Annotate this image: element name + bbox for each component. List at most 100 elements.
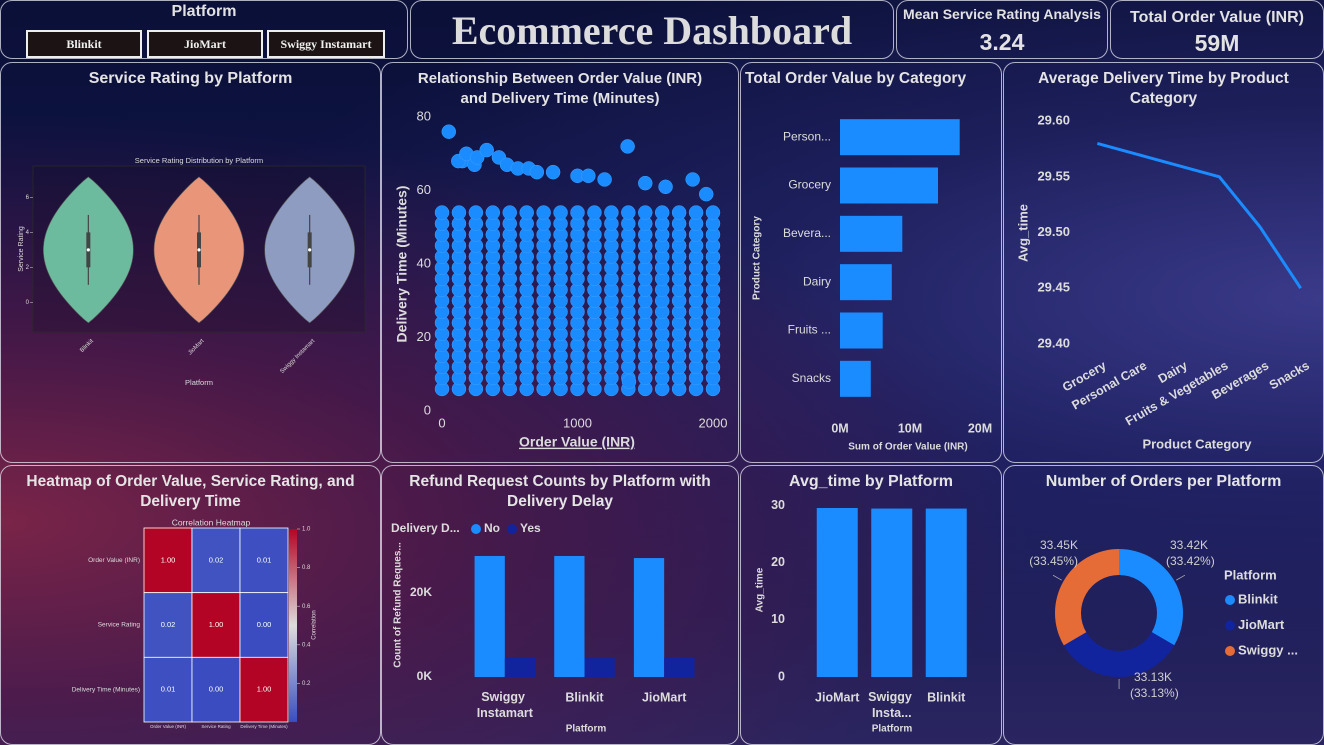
colorbar-tick-label: 0.8 bbox=[302, 565, 311, 571]
title-panel: Ecommerce Dashboard bbox=[410, 0, 894, 59]
line bbox=[1096, 141, 1302, 290]
heatmap-cell bbox=[239, 592, 289, 658]
point bbox=[621, 374, 637, 389]
colorbar bbox=[289, 529, 297, 722]
bar bbox=[664, 657, 695, 677]
point bbox=[553, 205, 568, 220]
data-label: (33.42%) bbox=[1166, 554, 1215, 568]
bar bbox=[871, 508, 913, 677]
chart-panel: Average Delivery Time by Product Categor… bbox=[1003, 62, 1324, 463]
x-tick-label: JioMart bbox=[815, 690, 860, 704]
point bbox=[451, 205, 467, 220]
kpi-value: 3.24 bbox=[979, 29, 1025, 55]
kpi-value: 59M bbox=[1194, 30, 1240, 56]
y-tick-label: Bevera... bbox=[783, 226, 831, 240]
point bbox=[621, 205, 636, 220]
data-label: 33.45K bbox=[1040, 538, 1078, 552]
donut-slice bbox=[1119, 549, 1183, 646]
x-axis-label: Platform bbox=[872, 724, 913, 735]
point bbox=[485, 205, 501, 220]
y-tick-label: 60 bbox=[417, 182, 431, 197]
x-tick-label: JioMart bbox=[642, 690, 687, 704]
y-tick-label: 10 bbox=[771, 612, 785, 626]
point bbox=[502, 205, 517, 220]
bar bbox=[816, 507, 858, 677]
bar bbox=[554, 555, 585, 677]
slicer-panel: Platform Blinkit JioMart Swiggy Instamar… bbox=[0, 0, 408, 59]
y-tick-label: Dairy bbox=[803, 274, 831, 288]
point bbox=[587, 205, 602, 220]
slicer-button[interactable]: JioMart bbox=[147, 30, 263, 58]
x-axis-label: Platform bbox=[185, 378, 213, 387]
x-tick-label: Swiggy Instamart bbox=[477, 690, 534, 720]
y-tick-label: 0K bbox=[417, 669, 433, 683]
y-tick-label: 29.45 bbox=[1037, 280, 1070, 295]
point bbox=[545, 164, 561, 180]
legend-title: Platform bbox=[1224, 567, 1277, 582]
bar bbox=[840, 167, 938, 204]
cell-label: 1.00 bbox=[161, 555, 176, 564]
chart-subtitle: Correlation Heatmap bbox=[172, 517, 251, 527]
x-tick-label: Blinkit bbox=[565, 690, 604, 704]
chart-title: Relationship Between Order Value (INR) a… bbox=[417, 70, 703, 107]
cell-label: 1.00 bbox=[209, 620, 224, 629]
y-tick-label: 30 bbox=[771, 498, 785, 512]
slicer-button[interactable]: Blinkit bbox=[26, 30, 142, 58]
point bbox=[671, 205, 687, 220]
x-axis-label: Platform bbox=[566, 724, 607, 735]
x-tick-label: Blinkit bbox=[927, 690, 966, 704]
point bbox=[536, 205, 551, 220]
cell-label: 1.00 bbox=[257, 685, 272, 694]
legend-label: JioMart bbox=[1238, 617, 1285, 632]
y-tick-label: 20 bbox=[417, 329, 431, 344]
y-tick-label: 0 bbox=[778, 669, 785, 683]
heatmap-cell bbox=[143, 592, 193, 658]
cell-label: 0.01 bbox=[161, 685, 176, 694]
y-tick-label: 0 bbox=[424, 402, 431, 417]
point bbox=[638, 205, 653, 220]
x-tick-label: Snacks bbox=[1267, 358, 1312, 392]
y-axis-label: Count of Refund Reques... bbox=[393, 542, 404, 668]
cell-label: 0.01 bbox=[257, 555, 272, 564]
x-tick-label: Swiggy Instamart bbox=[279, 338, 316, 375]
row-label: Order Value (INR) bbox=[88, 557, 140, 564]
x-tick-label: 10M bbox=[898, 421, 922, 435]
y-tick-label: 20K bbox=[410, 585, 432, 599]
point bbox=[654, 205, 670, 220]
point bbox=[597, 172, 612, 187]
bar bbox=[474, 555, 505, 677]
x-tick-label: 20M bbox=[968, 421, 992, 435]
legend-label: Swiggy ... bbox=[1238, 642, 1298, 657]
chart-panel: Relationship Between Order Value (INR) a… bbox=[381, 62, 739, 463]
y-tick-label: 4 bbox=[26, 230, 30, 236]
legend-label: Yes bbox=[520, 521, 541, 535]
bar bbox=[840, 119, 960, 156]
cell-label: 0.00 bbox=[257, 620, 272, 629]
y-tick-label: 0 bbox=[26, 300, 30, 306]
point bbox=[434, 205, 450, 220]
x-tick-label: 0 bbox=[438, 415, 445, 430]
chart-title: Average Delivery Time by Product Categor… bbox=[1038, 70, 1289, 107]
chart-panel: Total Order Value by Category bbox=[740, 62, 1002, 463]
dashboard-title: Ecommerce Dashboard bbox=[451, 8, 853, 53]
column-label: Order Value (INR) bbox=[150, 724, 186, 729]
leader-line bbox=[1052, 574, 1062, 581]
x-tick-label: Blinkit bbox=[79, 338, 95, 354]
colorbar-tick-label: 0.2 bbox=[302, 681, 311, 687]
row-label: Delivery Time (Minutes) bbox=[72, 686, 140, 693]
kpi-card: Total Order Value (INR) 59M bbox=[1110, 0, 1324, 59]
data-label: 33.42K bbox=[1170, 538, 1208, 552]
bar bbox=[633, 558, 665, 677]
y-axis-label: Service Rating bbox=[18, 226, 25, 272]
data-label: (33.45%) bbox=[1029, 554, 1078, 568]
x-axis-label: Order Value (INR) bbox=[519, 434, 635, 450]
slicer-button[interactable]: Swiggy Instamart bbox=[267, 30, 385, 58]
heatmap-cell bbox=[191, 527, 241, 594]
point bbox=[705, 205, 721, 220]
legend-label: No bbox=[484, 521, 500, 535]
bar bbox=[504, 657, 536, 677]
heatmap-cell bbox=[143, 656, 193, 723]
y-axis-label: Product Category bbox=[752, 216, 763, 300]
y-tick-label: 20 bbox=[771, 555, 785, 569]
row-label: Service Rating bbox=[98, 622, 141, 629]
